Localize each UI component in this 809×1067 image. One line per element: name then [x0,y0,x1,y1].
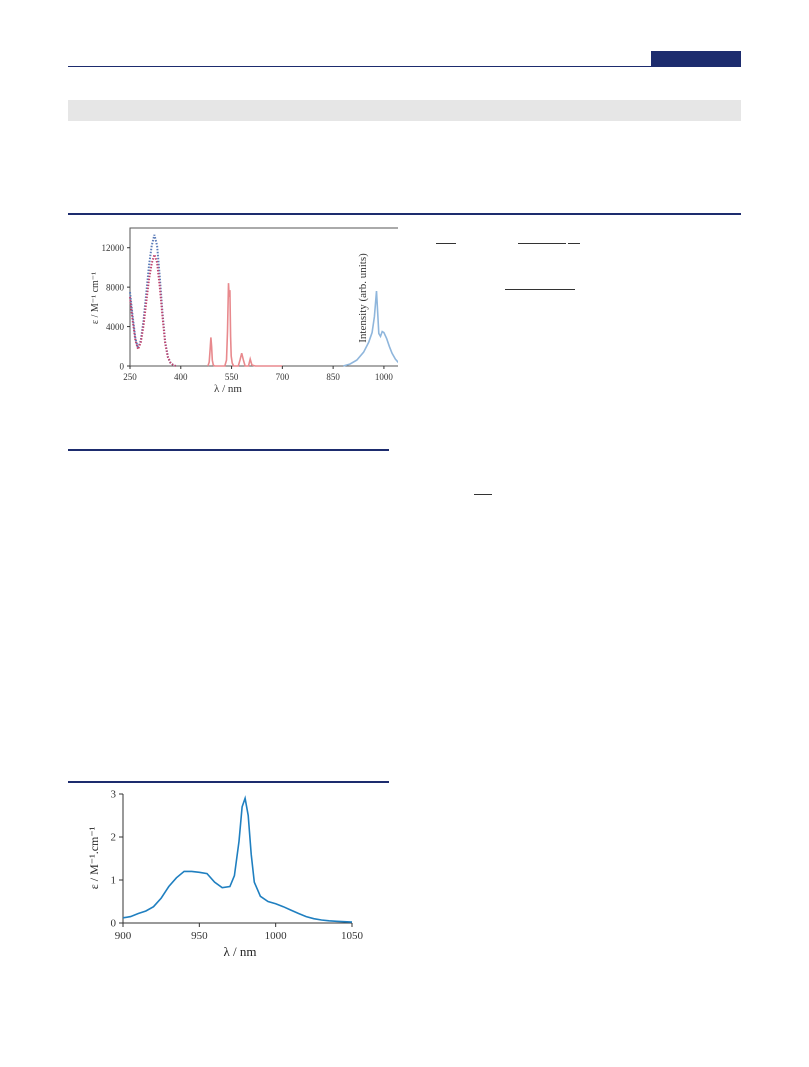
series-line-4 [343,291,398,367]
x-tick-label: 900 [115,930,132,942]
equation-bar [474,494,492,495]
section-rule [68,213,741,215]
series-line-1 [129,234,177,367]
series-line-2 [129,251,177,367]
series-group [129,234,398,367]
x-tick-label: 400 [174,372,188,382]
y-tick-label: 3 [111,789,117,801]
x-axis-label: λ / nm [214,383,242,395]
y-axis-label: ε / M⁻¹.cm⁻¹ [87,826,101,889]
y-tick-labels: 0 1 2 3 [111,789,123,930]
y-tick-label: 1 [111,875,117,887]
header-rule [68,66,741,67]
x-tick-labels: 250 400 550 700 850 1000 [123,366,393,382]
x-tick-label: 850 [326,372,340,382]
x-tick-label: 1000 [375,372,394,382]
series-group [122,795,353,923]
y-tick-label: 2 [111,832,117,844]
header-tab [651,51,741,66]
y-tick-label: 0 [120,362,125,372]
equation-bar [436,243,456,244]
y-tick-label: 12000 [102,243,125,253]
equation-bar [505,289,575,290]
x-tick-labels: 900 950 1000 1050 [115,923,364,942]
y-tick-label: 8000 [106,283,125,293]
x-tick-label: 250 [123,372,137,382]
equation-bar [568,243,580,244]
x-tick-label: 950 [191,930,208,942]
section-band [68,100,741,121]
equation-bar [518,243,566,244]
series-line-1 [122,795,353,923]
y-tick-labels: 0 4000 8000 12000 [102,243,130,372]
y2-axis-label: Intensity (arb. units) [357,253,369,343]
section-rule [68,781,389,783]
series-line-3 [207,283,283,367]
y-tick-label: 4000 [106,322,125,332]
x-tick-label: 550 [225,372,239,382]
nir-absorption-chart: 900 950 1000 1050 0 1 2 3 λ / nm ε / M⁻¹.cm⁻¹ [87,789,364,960]
x-tick-label: 1000 [265,930,288,942]
y-axis-label: ε / M⁻¹ cm⁻¹ [90,272,101,324]
section-rule [68,449,389,451]
x-axis-label: λ / nm [223,944,256,959]
y-tick-label: 0 [111,918,117,930]
absorption-emission-chart: 250 400 550 700 850 1000 0 4000 8000 12000 λ / n… [90,227,398,395]
x-tick-label: 1050 [341,930,364,942]
x-tick-label: 700 [276,372,290,382]
